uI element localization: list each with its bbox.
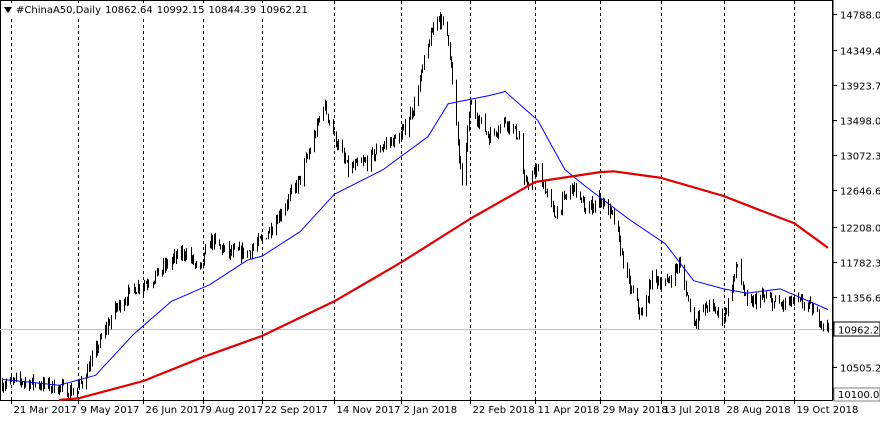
x-tick-label: 11 Apr 2018 <box>538 405 600 416</box>
chart-header: #ChinaA50,Daily 10862.64 10992.15 10844.… <box>4 3 312 17</box>
y-tick-label: 12208.00 <box>840 224 880 235</box>
current-price-label: 10962.21 <box>838 326 880 337</box>
dropdown-arrow-icon[interactable] <box>4 7 12 13</box>
x-tick-label: 28 Aug 2018 <box>727 405 791 416</box>
low-value: 10844.39 <box>208 4 257 16</box>
x-tick-label: 13 Jul 2018 <box>664 405 721 416</box>
x-tick-label: 26 Jun 2017 <box>146 405 206 416</box>
y-tick-label: 13923.70 <box>840 82 880 93</box>
ma-slow-line <box>58 170 829 402</box>
x-tick-label: 22 Sep 2017 <box>265 405 328 416</box>
x-tick-label: 9 Aug 2017 <box>206 405 264 416</box>
x-tick-label: 19 Oct 2018 <box>797 405 859 416</box>
y-tick-label: 14349.40 <box>840 47 880 58</box>
x-tick-label: 14 Nov 2017 <box>337 405 401 416</box>
open-value: 10862.64 <box>105 4 153 16</box>
plot-area <box>0 0 833 401</box>
x-tick-label: 22 Feb 2018 <box>473 405 535 416</box>
x-tick-label: 21 Mar 2017 <box>14 405 77 416</box>
close-value: 10962.21 <box>260 4 308 16</box>
high-value: 10992.15 <box>156 4 205 16</box>
x-tick-label: 29 May 2018 <box>603 405 668 416</box>
x-tick-label: 2 Jan 2018 <box>404 405 458 416</box>
bottom-price-label: 10100.00 <box>838 390 880 401</box>
grid-lines <box>11 1 795 400</box>
current-price-box <box>833 321 880 337</box>
bottom-price-box <box>833 387 880 402</box>
symbol-timeframe-label: #ChinaA50,Daily <box>16 4 101 16</box>
y-tick-label: 13072.30 <box>840 152 880 163</box>
y-tick-label: 11782.30 <box>840 259 880 270</box>
y-tick-label: 12646.60 <box>840 187 880 198</box>
y-tick-label: 14788.00 <box>840 11 880 22</box>
y-tick-label: 13498.00 <box>840 117 880 128</box>
ma-fast-line <box>1 91 829 386</box>
candles <box>2 11 829 401</box>
y-tick-label: 10505.20 <box>840 364 880 375</box>
y-tick-label: 11356.60 <box>840 294 880 305</box>
x-tick-label: 9 May 2017 <box>81 405 140 416</box>
